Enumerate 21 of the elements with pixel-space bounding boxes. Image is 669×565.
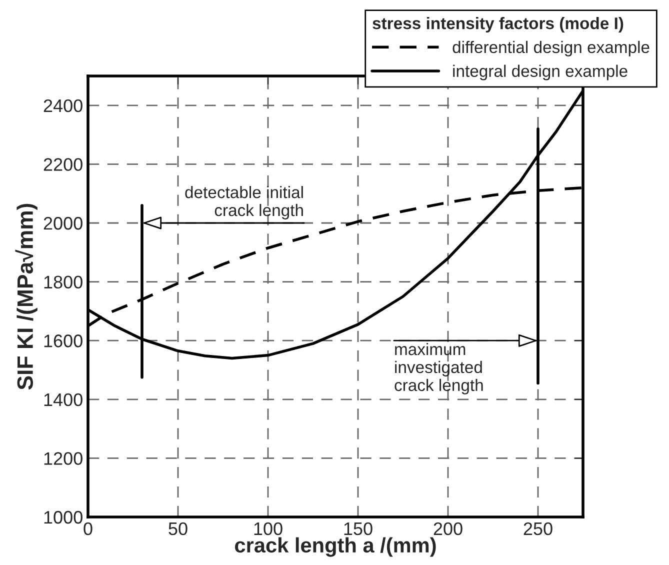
y-axis-title: SIF KI /(MPa√mm) xyxy=(15,204,38,390)
legend-label: integral design example xyxy=(453,64,628,80)
x-tick-label: 0 xyxy=(84,522,92,536)
legend-label: differential design example xyxy=(452,40,650,56)
annotation: maximum investigated crack length xyxy=(394,342,483,394)
y-tick-label: 1400 xyxy=(44,393,82,406)
x-tick-label: 200 xyxy=(434,522,462,536)
x-axis-title: crack length a /(mm) xyxy=(235,537,436,557)
y-tick-label: 1000 xyxy=(44,510,82,524)
y-tick-label: 1600 xyxy=(44,334,82,348)
legend-title: stress intensity factors (mode I) xyxy=(372,17,624,33)
x-tick-label: 100 xyxy=(254,522,282,536)
y-tick-label: 1800 xyxy=(44,276,82,289)
x-tick-label: 150 xyxy=(344,522,372,536)
y-tick-label: 2400 xyxy=(44,99,82,112)
y-tick-label: 2200 xyxy=(44,158,82,171)
y-tick-label: 2000 xyxy=(44,216,82,230)
x-tick-label: 250 xyxy=(524,522,552,536)
x-tick-label: 50 xyxy=(168,522,188,536)
y-tick-label: 1200 xyxy=(44,452,82,465)
annotation: detectable initial crack length xyxy=(185,186,303,220)
